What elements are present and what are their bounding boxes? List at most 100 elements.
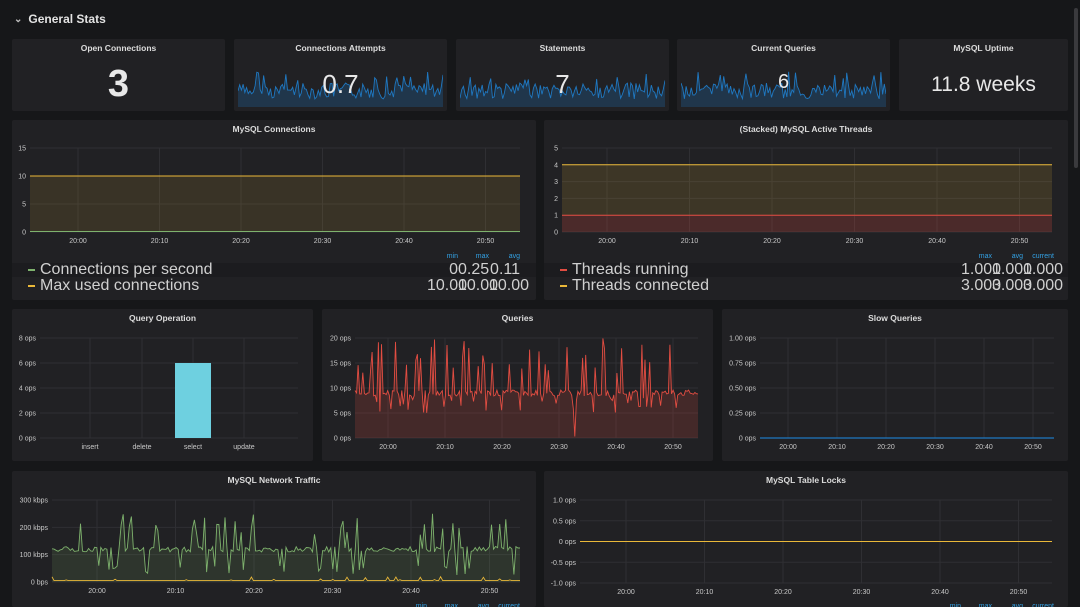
y-tick-label: 1.0 ops (553, 498, 576, 505)
y-tick-label: 300 kbps (20, 498, 49, 505)
y-tick-label: 10 ops (330, 386, 352, 393)
legend-col-avg[interactable]: avg (1011, 602, 1023, 607)
y-tick-label: 0.50 ops (729, 386, 756, 393)
y-tick-label: -1.0 ops (551, 581, 577, 588)
x-tick-label: 20:10 (696, 589, 714, 596)
page-scrollbar[interactable] (1074, 8, 1078, 168)
legend-label: Max used connections (40, 277, 200, 294)
queries-graph: 20 ops 15 ops 10 ops 5 ops 0 ops 20:00 20:10 20… (330, 336, 699, 451)
panel-network-traffic[interactable]: MySQL Network Traffic 300 kbps 200 kbps 10… (12, 471, 536, 607)
legend-item[interactable]: Max used connections 10.00 10.00 10.00 (12, 277, 536, 294)
legend-col-avg[interactable]: avg (477, 602, 489, 607)
queries-area (355, 338, 698, 438)
x-tick-label: 20:30 (926, 444, 944, 451)
panel-title: Statements (539, 43, 586, 53)
y-tick-label: 8 ops (19, 336, 37, 343)
x-tick-label: 20:40 (402, 588, 420, 595)
panel-title: (Stacked) MySQL Active Threads (739, 124, 873, 134)
traffic-received-line (51, 513, 520, 576)
x-tick-label: 20:30 (846, 238, 864, 245)
legend-col-min[interactable]: min (446, 252, 458, 260)
panel-query-operation[interactable]: Query Operation 8 ops 6 ops 4 ops 2 ops 0 op… (12, 309, 313, 461)
legend-avg: 3.000 (992, 277, 1033, 294)
queries-line (354, 338, 699, 437)
x-tick-label: 20:00 (88, 588, 106, 595)
y-tick-label: 6 ops (19, 361, 37, 368)
y-tick-label: 15 (18, 146, 26, 153)
panel-title: Current Queries (751, 43, 816, 53)
panel-slow-queries[interactable]: Slow Queries 1.00 ops 0.75 ops 0.50 ops 0.2… (722, 309, 1068, 461)
legend-col-avg[interactable]: avg (508, 252, 520, 260)
x-tick-label: 20:40 (975, 444, 993, 451)
threads-connected-area (562, 164, 1052, 216)
slow-queries-graph: 1.00 ops 0.75 ops 0.50 ops 0.25 ops 0 ops 20:… (729, 336, 1054, 451)
network-traffic-graph: 300 kbps 200 kbps 100 kbps 0 bps 20:00 20:10 2… (20, 498, 520, 595)
legend-col-min[interactable]: min (415, 602, 427, 607)
max-connections-area (30, 176, 520, 232)
panel-title: Connections Attempts (295, 43, 386, 53)
panel-title: MySQL Table Locks (766, 475, 846, 485)
y-tick-label: 0 ops (19, 436, 37, 443)
x-tick-label: 20:40 (928, 238, 946, 245)
legend-max: 3.000 (961, 277, 1002, 294)
stat-open-connections[interactable]: Open Connections 3 (12, 39, 225, 111)
y-tick-label: 200 kbps (20, 525, 49, 532)
chevron-down-icon[interactable]: ⌄ (14, 13, 23, 25)
y-tick-label: 4 ops (19, 386, 37, 393)
panel-title: MySQL Uptime (953, 43, 1014, 53)
stat-current-queries[interactable]: Current Queries 6 (677, 39, 890, 111)
legend-item[interactable]: Connections per second 0 0.25 0.11 (12, 261, 536, 278)
stat-value: 0.7 (322, 69, 359, 99)
legend-swatch (28, 269, 35, 271)
legend-max: 1.000 (961, 261, 1002, 278)
category-label: update (233, 444, 255, 451)
y-tick-label: 0 ops (334, 436, 352, 443)
legend-item[interactable]: Threads connected 3.000 3.000 3.000 (544, 277, 1068, 294)
legend-header: min max avg current (544, 600, 1054, 607)
legend-item[interactable]: Threads running 1.000 1.000 1.000 (544, 261, 1068, 278)
row-title: General Stats (28, 12, 106, 26)
y-tick-label: 0 (554, 230, 558, 237)
stat-value: 6 (777, 71, 790, 93)
stat-value: 3 (107, 63, 130, 105)
legend-label: Threads connected (572, 277, 709, 294)
x-tick-label: 20:50 (477, 238, 495, 245)
legend-col-max[interactable]: max (978, 252, 992, 260)
panel-table-locks[interactable]: MySQL Table Locks 1.0 ops 0.5 ops 0 ops -0.… (544, 471, 1068, 607)
stat-connections-attempts[interactable]: Connections Attempts 0.7 (234, 39, 447, 111)
legend-min: 10.00 (427, 277, 468, 294)
panel-active-threads[interactable]: (Stacked) MySQL Active Threads 5 4 3 2 1 0 20:… (544, 120, 1068, 300)
legend-col-current[interactable]: current (1032, 602, 1054, 607)
legend-col-current[interactable]: current (1032, 252, 1054, 260)
threads-graph: 5 4 3 2 1 0 20:00 20:10 20:20 20:30 20:40 20:50 (554, 146, 1052, 245)
x-tick-label: 20:20 (774, 589, 792, 596)
panel-mysql-connections[interactable]: MySQL Connections 15 10 5 0 20:00 20:10 20:20 2… (12, 120, 536, 300)
stat-value: 7 (555, 69, 570, 99)
legend-col-avg[interactable]: avg (1011, 252, 1023, 260)
legend-swatch (28, 285, 35, 287)
x-tick-label: 20:20 (493, 444, 511, 451)
legend-col-max[interactable]: max (978, 602, 992, 607)
y-tick-label: 15 ops (330, 361, 352, 368)
panel-title: Slow Queries (868, 313, 922, 323)
x-tick-label: 20:10 (151, 238, 169, 245)
bar-select (175, 363, 211, 438)
x-tick-label: 20:50 (664, 444, 682, 451)
row-general-stats[interactable]: ⌄ General Stats (14, 12, 106, 26)
y-tick-label: 4 (554, 162, 558, 169)
stat-statements[interactable]: Statements 7 (456, 39, 669, 111)
x-tick-label: 20:00 (69, 238, 87, 245)
sparkline-area (238, 72, 443, 107)
panel-queries[interactable]: Queries 20 ops 15 ops 10 ops 5 ops 0 ops 20:0… (322, 309, 713, 461)
legend-col-max[interactable]: max (475, 252, 489, 260)
legend-col-max[interactable]: max (444, 602, 458, 607)
legend-col-min[interactable]: min (949, 602, 961, 607)
y-tick-label: 5 (22, 202, 26, 209)
query-operation-graph: 8 ops 6 ops 4 ops 2 ops 0 ops insert delete sel… (19, 336, 298, 451)
stat-mysql-uptime[interactable]: MySQL Uptime 11.8 weeks (899, 39, 1068, 111)
legend-col-current[interactable]: current (498, 602, 520, 607)
x-tick-label: 20:50 (1010, 589, 1028, 596)
legend-avg: 0.11 (490, 261, 520, 278)
x-tick-label: 20:50 (481, 588, 499, 595)
legend-label: Connections per second (40, 261, 213, 278)
